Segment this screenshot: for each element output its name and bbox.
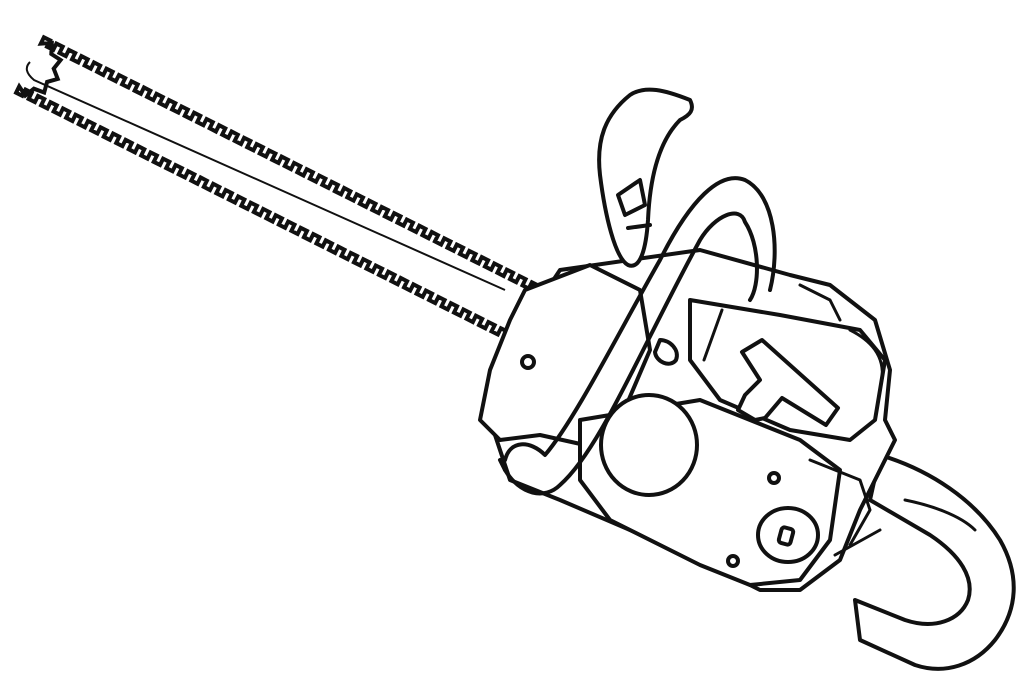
guide-bar-inner-line <box>25 61 506 291</box>
guide-bar <box>13 34 541 344</box>
engine-housing <box>478 248 897 592</box>
front-handle-bar <box>498 176 777 496</box>
hand-guard <box>597 87 694 366</box>
rear-handle <box>853 453 1016 671</box>
